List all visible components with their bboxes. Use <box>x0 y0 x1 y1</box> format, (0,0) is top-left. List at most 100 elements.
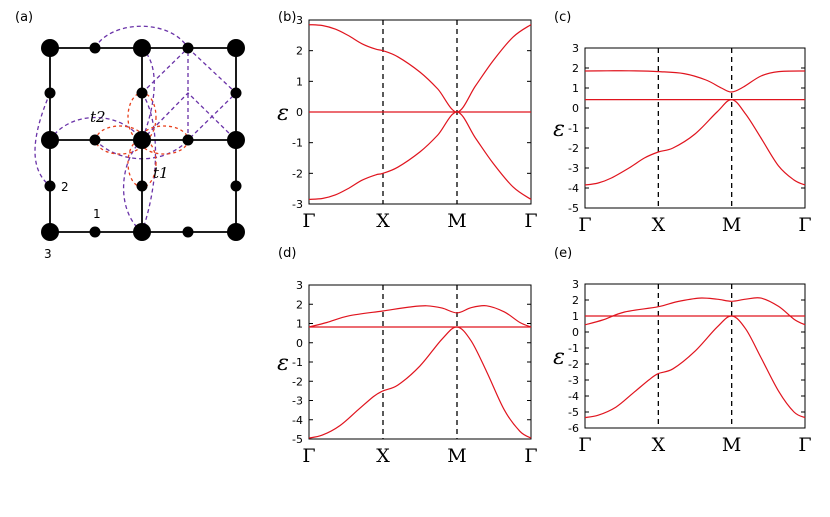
y-axis-label: ε <box>553 117 565 142</box>
k-tick-label: Γ <box>798 434 811 456</box>
site-large <box>133 131 151 149</box>
panel-a-label: (a) <box>15 10 33 25</box>
y-tick-label: 2 <box>296 298 303 311</box>
panel-label: (c) <box>554 10 571 25</box>
t2-label: t2 <box>90 108 106 126</box>
y-tick-label: 0 <box>572 326 579 339</box>
t2-hopping-paths <box>34 25 237 233</box>
y-tick-label: -1 <box>292 356 303 369</box>
y-tick-label: 0 <box>296 106 303 119</box>
y-tick-label: -5 <box>568 406 579 419</box>
site-large <box>227 131 245 149</box>
y-tick-label: -5 <box>292 433 303 446</box>
panel-label: (b) <box>278 10 296 25</box>
site-label-2: 2 <box>61 180 69 194</box>
y-tick-label: 3 <box>572 42 579 55</box>
k-tick-label: M <box>447 210 466 232</box>
y-tick-label: 2 <box>296 45 303 58</box>
band-line <box>308 326 532 439</box>
y-tick-label: -2 <box>568 142 579 155</box>
y-tick-label: 1 <box>296 318 303 331</box>
lattice-sites <box>41 39 245 241</box>
t1-label: t1 <box>153 164 169 182</box>
y-axis-label: ε <box>553 345 565 370</box>
k-tick-label: M <box>722 214 741 236</box>
k-tick-label: Γ <box>578 434 591 456</box>
band-line <box>584 70 806 93</box>
k-tick-label: Γ <box>302 210 315 232</box>
band-line <box>584 315 806 419</box>
k-tick-label: X <box>376 445 390 467</box>
y-tick-label: 3 <box>296 14 303 27</box>
site-large <box>133 39 151 57</box>
y-tick-label: 1 <box>572 310 579 323</box>
y-tick-label: -2 <box>292 167 303 180</box>
band-line <box>584 99 806 186</box>
plot-frame <box>308 284 532 440</box>
band-chart-1: (c) -5 -4 -3 -2 -1 0 1 2 3 ε Γ X M Γ <box>553 10 812 236</box>
k-tick-label: X <box>652 214 666 236</box>
site-large <box>227 223 245 241</box>
site-small <box>89 134 101 146</box>
y-tick-label: 1 <box>296 75 303 88</box>
y-axis-label: ε <box>277 101 289 126</box>
k-tick-label: Γ <box>524 445 537 467</box>
k-tick-label: Γ <box>578 214 591 236</box>
site-large <box>41 131 59 149</box>
site-small <box>136 180 148 192</box>
site-label-1: 1 <box>93 207 101 221</box>
y-tick-label: -4 <box>568 390 579 403</box>
site-small <box>136 87 148 99</box>
y-axis-label: ε <box>277 351 289 376</box>
site-small <box>44 87 56 99</box>
band-chart-2: (d) -5 -4 -3 -2 -1 0 1 2 3 ε Γ X M Γ <box>277 246 538 467</box>
band-line <box>308 24 532 113</box>
y-tick-label: 3 <box>572 278 579 291</box>
y-tick-label: -2 <box>568 358 579 371</box>
band-chart-3: (e) -6 -5 -4 -3 -2 -1 0 1 2 3 ε Γ X M Γ <box>553 246 812 456</box>
y-tick-label: 2 <box>572 294 579 307</box>
site-small <box>182 134 194 146</box>
y-tick-label: 2 <box>572 62 579 75</box>
k-tick-label: Γ <box>302 445 315 467</box>
k-tick-label: X <box>376 210 390 232</box>
y-tick-label: -1 <box>568 122 579 135</box>
plot-frame <box>584 283 806 429</box>
y-tick-label: -4 <box>292 414 303 427</box>
site-small <box>44 180 56 192</box>
k-tick-label: Γ <box>524 210 537 232</box>
site-small <box>89 226 101 238</box>
y-tick-label: -2 <box>292 375 303 388</box>
y-tick-label: 1 <box>572 82 579 95</box>
y-tick-label: 0 <box>296 337 303 350</box>
site-large <box>41 223 59 241</box>
y-tick-label: -3 <box>568 162 579 175</box>
panel-label: (d) <box>278 246 296 261</box>
lattice-diagram: (a) <box>15 10 245 261</box>
y-tick-label: -6 <box>568 422 579 435</box>
band-chart-0: (b) -3 -2 -1 0 1 2 3 ε Γ X M Γ <box>277 10 538 232</box>
site-small <box>182 42 194 54</box>
band-line <box>308 305 532 328</box>
y-tick-label: -3 <box>292 395 303 408</box>
k-tick-label: X <box>652 434 666 456</box>
k-tick-label: M <box>722 434 741 456</box>
y-tick-label: -1 <box>292 137 303 150</box>
site-label-3: 3 <box>44 247 52 261</box>
site-small <box>230 87 242 99</box>
y-tick-label: 3 <box>296 279 303 292</box>
y-tick-label: -3 <box>292 198 303 211</box>
y-tick-label: -3 <box>568 374 579 387</box>
site-small <box>230 180 242 192</box>
k-tick-label: M <box>447 445 466 467</box>
y-tick-label: -5 <box>568 202 579 215</box>
panel-label: (e) <box>554 246 572 261</box>
band-structure-charts: (b) -3 -2 -1 0 1 2 3 ε Γ X M Γ (c) -5 -4 -3 -2 -1 0 1 2 3 ε Γ X M Γ… <box>277 10 812 467</box>
y-tick-label: -4 <box>568 182 579 195</box>
band-line <box>308 111 532 200</box>
y-tick-label: -1 <box>568 342 579 355</box>
y-tick-label: 0 <box>572 102 579 115</box>
site-large <box>133 223 151 241</box>
k-tick-label: Γ <box>798 214 811 236</box>
site-large <box>227 39 245 57</box>
